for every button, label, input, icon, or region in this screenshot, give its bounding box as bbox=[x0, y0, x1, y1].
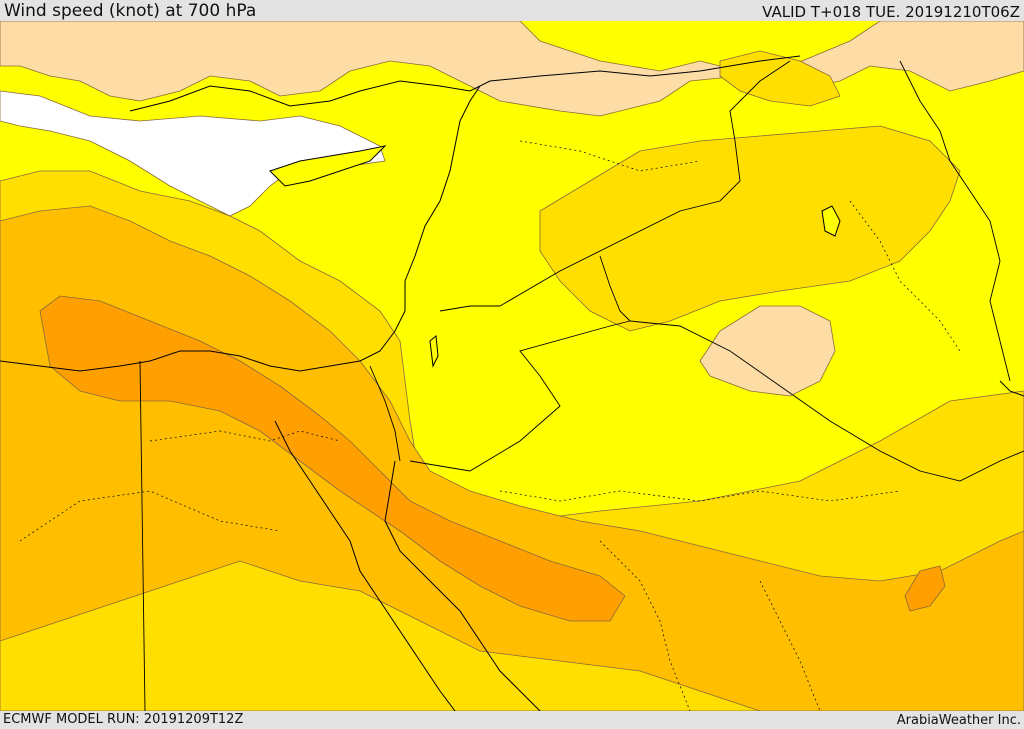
band-light-east-blob bbox=[699, 305, 836, 397]
coastline-north-africa bbox=[0, 281, 406, 372]
coastline-red-sea bbox=[274, 420, 456, 711]
island-cyprus bbox=[269, 145, 387, 187]
header-bar: Wind speed (knot) at 700 hPa VALID T+018… bbox=[0, 0, 1024, 21]
lake-tharthar bbox=[821, 205, 841, 237]
border-jordan-saudi bbox=[409, 320, 631, 472]
coastline-gulf bbox=[999, 380, 1024, 397]
admin-boundary-6 bbox=[519, 140, 701, 172]
coastline-levant bbox=[404, 85, 481, 282]
lake-dead-sea bbox=[429, 335, 439, 368]
map-title: Wind speed (knot) at 700 hPa bbox=[4, 1, 257, 21]
model-run-label: ECMWF MODEL RUN: 20191209T12Z bbox=[3, 712, 244, 727]
border-sinai bbox=[369, 365, 401, 462]
admin-boundary-7 bbox=[759, 580, 821, 711]
valid-time-label: VALID T+018 TUE. 20191210T06Z bbox=[762, 3, 1020, 21]
band-orange-core bbox=[39, 295, 626, 622]
border-iraq-saudi bbox=[629, 320, 1024, 482]
band-gold-ne bbox=[719, 50, 841, 107]
border-egypt-libya bbox=[139, 360, 146, 711]
border-syria-jordan bbox=[439, 305, 500, 312]
coastline-sinai-east bbox=[384, 460, 541, 711]
border-syria-iraq bbox=[499, 60, 791, 307]
footer-bar: ECMWF MODEL RUN: 20191209T12Z ArabiaWeat… bbox=[0, 711, 1024, 729]
credit-label: ArabiaWeather Inc. bbox=[896, 713, 1021, 728]
weather-map bbox=[0, 21, 1024, 711]
band-orange-blob bbox=[904, 565, 946, 612]
admin-boundary-3 bbox=[499, 490, 901, 502]
border-iraq-iran bbox=[899, 60, 1011, 382]
border-jordan-iraq bbox=[599, 255, 631, 322]
admin-boundary-4 bbox=[599, 540, 691, 711]
coastline-anatolia bbox=[129, 55, 801, 112]
wind-speed-map bbox=[0, 21, 1024, 711]
band-amber bbox=[0, 205, 1024, 711]
band-gold-east bbox=[539, 125, 961, 332]
admin-boundary-1 bbox=[149, 430, 341, 442]
